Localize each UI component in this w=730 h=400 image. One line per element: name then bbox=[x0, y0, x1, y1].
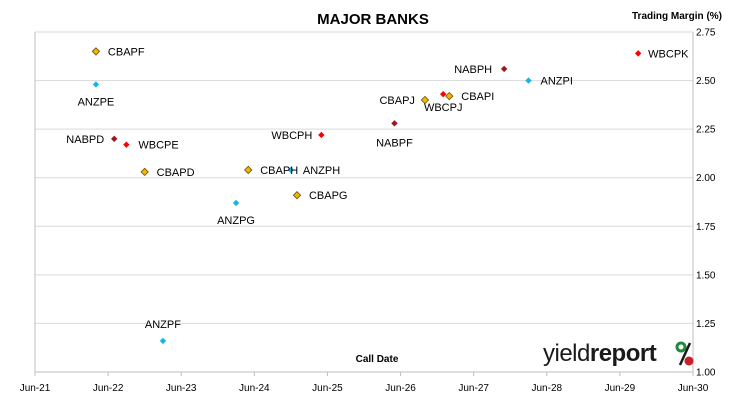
y-tick-label: 1.25 bbox=[696, 319, 716, 330]
data-label-wbcpk: WBCPK bbox=[648, 48, 689, 60]
x-tick-label: Jun-21 bbox=[20, 383, 51, 394]
gridlines bbox=[35, 31, 693, 324]
x-tick-labels: Jun-21 Jun-22 Jun-23 Jun-24 Jun-25 Jun-26 Jun-… bbox=[20, 383, 709, 394]
x-tick-label: Jun-24 bbox=[239, 383, 270, 394]
y-tick-label: 2.25 bbox=[696, 125, 716, 136]
x-tick-label: Jun-23 bbox=[166, 383, 197, 394]
data-point-cbapd bbox=[140, 167, 149, 177]
chart-title: MAJOR BANKS bbox=[317, 11, 429, 28]
axes bbox=[34, 32, 694, 376]
data-label-cbapg: CBAPG bbox=[309, 190, 348, 202]
x-tick-label: Jun-29 bbox=[605, 383, 636, 394]
y-tick-label: 2.50 bbox=[696, 76, 716, 87]
y-axis-label: Trading Margin (%) bbox=[632, 11, 722, 22]
data-point-cbapj bbox=[420, 95, 430, 105]
logo-word-report: report bbox=[589, 340, 657, 367]
y-tick-label: 1.00 bbox=[696, 368, 716, 379]
x-axis-label: Call Date bbox=[356, 354, 399, 365]
y-tick-label: 1.50 bbox=[696, 270, 716, 281]
x-tick-label: Jun-27 bbox=[458, 383, 489, 394]
logo-word-yield: yield bbox=[543, 340, 590, 367]
data-point-cbapi bbox=[445, 91, 454, 101]
data-point-wbcph bbox=[318, 131, 325, 139]
percent-logo-icon bbox=[675, 341, 694, 366]
data-label-cbaph: CBAPH bbox=[260, 165, 298, 177]
data-labels: CBAPF ANZPE NABPD WBCPE CBAPD ANZPF ANZPG CBAPH… bbox=[66, 46, 689, 330]
data-label-cbapj: CBAPJ bbox=[379, 95, 414, 107]
data-label-cbapf: CBAPF bbox=[108, 46, 145, 58]
y-tick-labels: 1.00 1.25 1.50 1.75 2.00 2.25 2.50 2.75 bbox=[696, 28, 716, 379]
data-point-anzph bbox=[287, 166, 295, 174]
yieldreport-logo: yieldreport bbox=[543, 340, 694, 370]
data-point-wbcpj bbox=[440, 90, 447, 98]
y-tick-label: 2.75 bbox=[696, 28, 716, 39]
data-label-cbapd: CBAPD bbox=[157, 167, 195, 179]
data-point-wbcpe bbox=[123, 141, 130, 148]
data-label-wbcpj: WBCPJ bbox=[424, 102, 463, 114]
data-label-anzpe: ANZPE bbox=[78, 96, 115, 108]
x-tick-label: Jun-25 bbox=[312, 383, 343, 394]
data-points bbox=[91, 47, 642, 345]
x-tick-label: Jun-28 bbox=[531, 383, 562, 394]
data-point-anzpi bbox=[525, 77, 532, 84]
data-point-anzpe bbox=[92, 81, 100, 88]
data-label-anzpi: ANZPI bbox=[541, 76, 573, 88]
data-label-nabpf: NABPF bbox=[376, 137, 413, 149]
data-point-nabph bbox=[500, 65, 508, 73]
data-point-anzpf bbox=[159, 337, 167, 345]
x-tick-label: Jun-22 bbox=[93, 383, 124, 394]
data-label-anzpg: ANZPG bbox=[217, 215, 255, 227]
data-label-wbcpe: WBCPE bbox=[138, 140, 178, 152]
x-tick-label: Jun-26 bbox=[385, 383, 416, 394]
data-label-nabpd: NABPD bbox=[66, 134, 104, 146]
data-point-cbapg bbox=[292, 191, 302, 200]
data-point-cbapf bbox=[91, 47, 101, 56]
data-point-anzpg bbox=[232, 199, 240, 207]
data-label-nabph: NABPH bbox=[454, 64, 492, 76]
data-point-nabpd bbox=[111, 135, 118, 143]
data-point-wbcpk bbox=[634, 50, 642, 57]
y-tick-label: 1.75 bbox=[696, 222, 716, 233]
data-label-wbcph: WBCPH bbox=[271, 130, 312, 142]
data-point-cbaph bbox=[244, 165, 253, 175]
data-point-nabpf bbox=[391, 120, 398, 127]
x-tick-label: Jun-30 bbox=[678, 383, 709, 394]
y-tick-label: 2.00 bbox=[696, 173, 716, 184]
data-label-anzpf: ANZPF bbox=[145, 319, 181, 331]
data-label-cbapi: CBAPI bbox=[461, 91, 494, 103]
data-label-anzph: ANZPH bbox=[303, 165, 340, 177]
